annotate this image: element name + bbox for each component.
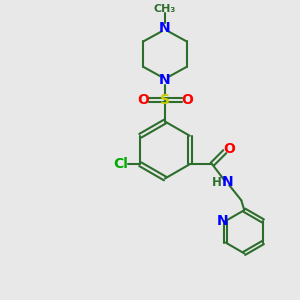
Text: S: S [160, 93, 170, 107]
Text: O: O [181, 93, 193, 107]
Text: N: N [217, 214, 228, 228]
Text: O: O [223, 142, 235, 156]
Text: N: N [159, 21, 171, 35]
Text: Cl: Cl [113, 157, 128, 171]
Text: CH₃: CH₃ [154, 4, 176, 14]
Text: N: N [159, 74, 171, 87]
Text: H: H [212, 176, 221, 189]
Text: N: N [221, 175, 233, 189]
Text: O: O [137, 93, 149, 107]
